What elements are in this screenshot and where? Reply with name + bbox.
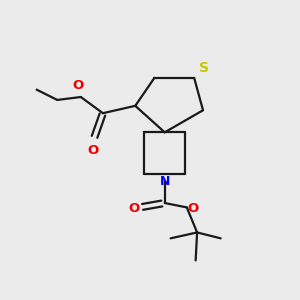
Text: O: O — [72, 79, 83, 92]
Text: N: N — [160, 175, 170, 188]
Text: O: O — [187, 202, 198, 215]
Text: O: O — [87, 143, 98, 157]
Text: S: S — [200, 61, 209, 75]
Text: O: O — [128, 202, 140, 215]
